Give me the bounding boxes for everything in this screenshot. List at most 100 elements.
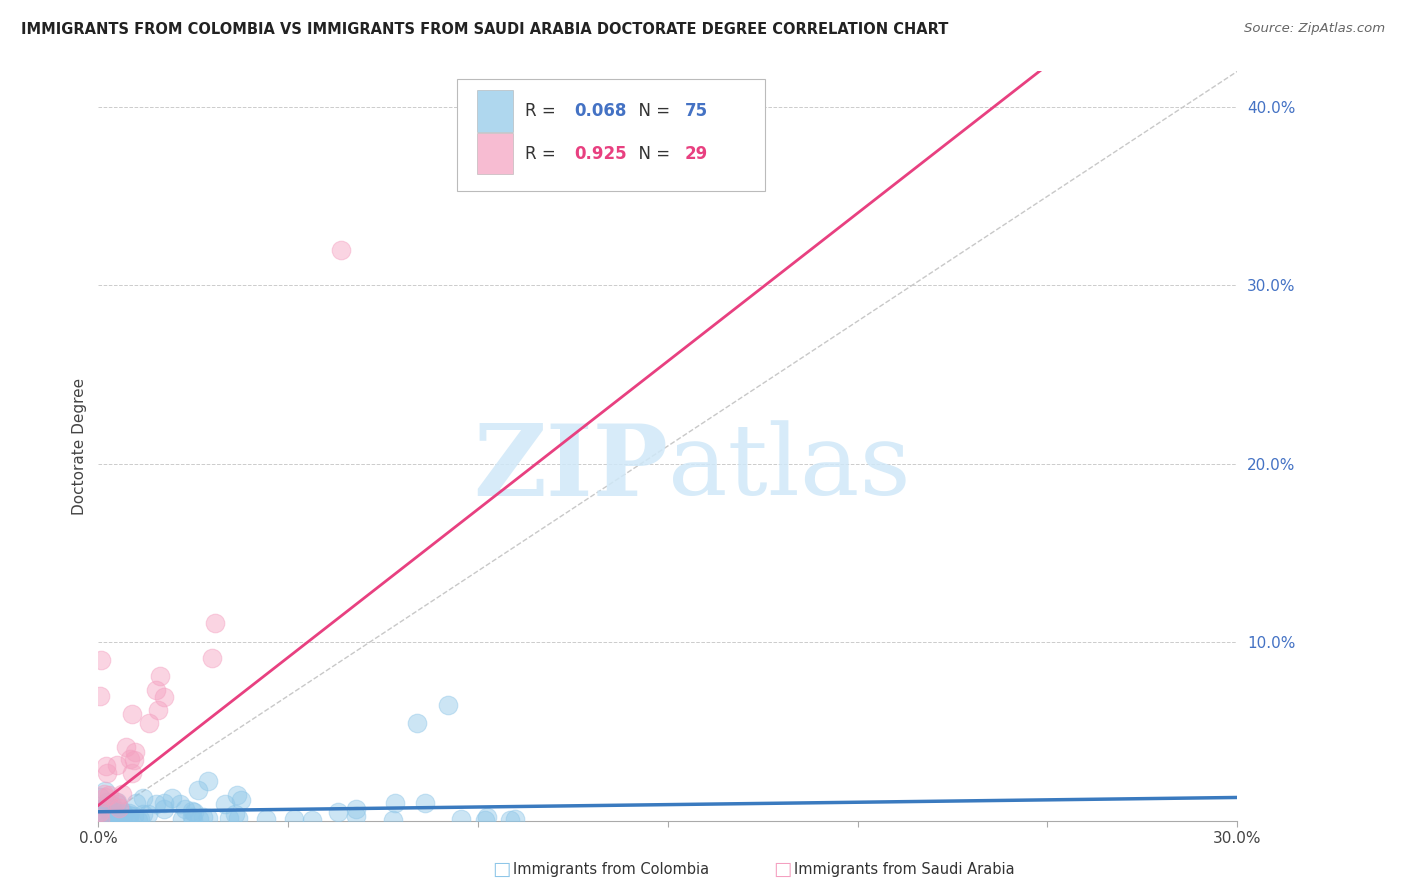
Point	[139, 800, 162, 814]
Point	[1129, 812, 1152, 826]
Point	[623, 813, 645, 827]
Point	[118, 807, 141, 822]
Point	[575, 812, 598, 826]
Bar	[477, 90, 513, 132]
Point	[252, 797, 274, 811]
Text: N =: N =	[628, 102, 675, 120]
Point	[191, 812, 214, 826]
Point	[115, 788, 138, 802]
FancyBboxPatch shape	[457, 78, 765, 191]
Text: Immigrants from Colombia: Immigrants from Colombia	[513, 863, 709, 877]
Point	[103, 799, 125, 814]
Point	[212, 715, 235, 730]
Point	[993, 812, 1015, 826]
Y-axis label: Doctorate Degree: Doctorate Degree	[72, 377, 87, 515]
Point	[93, 807, 115, 822]
Point	[444, 793, 467, 807]
Point	[337, 812, 360, 826]
Text: IMMIGRANTS FROM COLOMBIA VS IMMIGRANTS FROM SAUDI ARABIA DOCTORATE DEGREE CORREL: IMMIGRANTS FROM COLOMBIA VS IMMIGRANTS F…	[21, 22, 949, 37]
Point	[323, 813, 346, 827]
Point	[181, 796, 204, 810]
Text: 0.925: 0.925	[575, 145, 627, 162]
Point	[174, 809, 197, 823]
Point	[131, 804, 153, 818]
Point	[187, 813, 209, 827]
Text: R =: R =	[526, 102, 561, 120]
Point	[508, 812, 530, 826]
Point	[111, 802, 134, 816]
Point	[325, 805, 347, 820]
Point	[252, 802, 274, 816]
Point	[884, 715, 907, 730]
Point	[163, 807, 186, 822]
Point	[211, 807, 233, 822]
Text: R =: R =	[526, 145, 561, 162]
Text: atlas: atlas	[668, 421, 911, 516]
Point	[104, 783, 127, 797]
Bar	[477, 133, 513, 175]
Point	[232, 683, 254, 698]
Point	[198, 791, 221, 805]
Point	[335, 783, 357, 797]
Point	[97, 813, 120, 827]
Point	[91, 810, 114, 824]
Point	[91, 805, 114, 819]
Point	[170, 765, 193, 780]
Point	[198, 807, 221, 822]
Point	[120, 798, 142, 813]
Point	[103, 790, 125, 805]
Point	[236, 703, 259, 717]
Point	[142, 812, 165, 826]
Text: 0.068: 0.068	[575, 102, 627, 120]
Point	[105, 800, 128, 814]
Point	[108, 797, 131, 812]
Point	[1059, 810, 1081, 824]
Point	[145, 804, 167, 818]
Point	[380, 615, 402, 630]
Point	[134, 795, 156, 809]
Text: □: □	[773, 860, 792, 880]
Point	[132, 813, 155, 827]
Point	[830, 796, 852, 810]
Point	[129, 795, 152, 809]
Text: 75: 75	[685, 102, 709, 120]
Point	[163, 812, 186, 826]
Point	[232, 797, 254, 812]
Point	[170, 706, 193, 721]
Point	[252, 690, 274, 704]
Point	[433, 788, 456, 802]
Point	[436, 811, 458, 825]
Point	[91, 812, 114, 826]
Point	[94, 653, 117, 667]
Point	[903, 796, 925, 810]
Point	[135, 797, 157, 811]
Point	[824, 813, 846, 827]
Point	[135, 808, 157, 822]
Point	[93, 806, 115, 821]
Text: 29: 29	[685, 145, 709, 162]
Point	[176, 754, 198, 768]
Text: □: □	[492, 860, 510, 880]
Point	[292, 797, 315, 811]
Point	[150, 806, 173, 821]
Point	[373, 651, 395, 665]
Point	[128, 813, 150, 827]
Point	[91, 689, 114, 703]
Point	[1054, 813, 1077, 827]
Point	[138, 809, 160, 823]
Point	[101, 788, 124, 802]
Point	[686, 805, 709, 819]
Point	[1116, 813, 1139, 827]
Text: Source: ZipAtlas.com: Source: ZipAtlas.com	[1244, 22, 1385, 36]
Point	[297, 812, 319, 826]
Point	[361, 774, 384, 789]
Point	[412, 811, 434, 825]
Point	[240, 669, 263, 683]
Point	[165, 805, 187, 820]
Text: Immigrants from Saudi Arabia: Immigrants from Saudi Arabia	[794, 863, 1015, 877]
Point	[166, 752, 188, 766]
Text: ZIP: ZIP	[472, 420, 668, 517]
Point	[141, 812, 163, 826]
Point	[730, 802, 752, 816]
Point	[179, 745, 201, 759]
